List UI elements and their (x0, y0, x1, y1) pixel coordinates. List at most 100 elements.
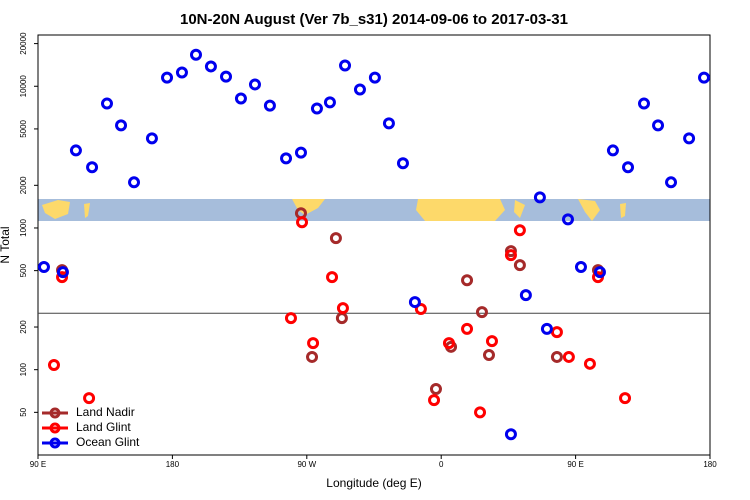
point (175, 66, 188, 79)
y-tick-label: 500 (19, 263, 28, 277)
land-shape (620, 203, 626, 218)
point (368, 71, 381, 84)
land-shape (42, 200, 70, 219)
legend-marker (49, 407, 61, 419)
x-tick-label: 0 (439, 460, 444, 469)
legend-marker (49, 437, 61, 449)
point (353, 83, 366, 96)
point (698, 71, 711, 84)
ocean-strip (38, 199, 710, 221)
point (622, 161, 635, 174)
x-tick-label: 90 E (567, 460, 583, 469)
point (56, 271, 69, 284)
point (482, 348, 495, 361)
chart-title: 10N-20N August (Ver 7b_s31) 2014-09-06 t… (180, 11, 568, 28)
point (128, 176, 141, 189)
point (652, 119, 665, 132)
y-tick-label: 5000 (19, 119, 28, 137)
point (284, 312, 297, 325)
point (504, 428, 517, 441)
point (408, 296, 421, 309)
land-shape (416, 199, 505, 221)
point (583, 357, 596, 370)
point (637, 97, 650, 110)
point (115, 119, 128, 132)
point (296, 216, 309, 229)
y-tick-label: 1000 (19, 219, 28, 237)
point (540, 322, 553, 335)
point (485, 335, 498, 348)
point (461, 322, 474, 335)
point (37, 261, 50, 274)
point (429, 383, 442, 396)
map-strip (38, 199, 710, 221)
y-axis-label: N Total (0, 226, 12, 263)
point (307, 337, 320, 350)
x-tick-label: 180 (166, 460, 180, 469)
point (323, 96, 336, 109)
point (56, 266, 69, 279)
point (474, 406, 487, 419)
point (533, 191, 546, 204)
point (161, 71, 174, 84)
land-shape (514, 200, 525, 218)
y-tick-label: 100 (19, 362, 28, 376)
point (294, 146, 307, 159)
point (145, 132, 158, 145)
legend-marker (49, 422, 61, 434)
point (574, 261, 587, 274)
point (562, 350, 575, 363)
point (263, 99, 276, 112)
point (220, 70, 233, 83)
point (665, 176, 678, 189)
point (382, 117, 395, 130)
point (396, 157, 409, 170)
legend-label: Land Nadir (76, 405, 135, 419)
point (550, 326, 563, 339)
point (339, 59, 352, 72)
legend-label: Ocean Glint (76, 435, 140, 449)
point (414, 303, 427, 316)
point (606, 144, 619, 157)
y-tick-label: 200 (19, 320, 28, 334)
point (593, 266, 606, 279)
land-shape (292, 199, 325, 215)
point (513, 259, 526, 272)
point (248, 78, 261, 91)
point (335, 312, 348, 325)
point (69, 144, 82, 157)
point (326, 271, 339, 284)
point (83, 392, 96, 405)
y-tick-label: 2000 (19, 176, 28, 194)
point (47, 358, 60, 371)
point (306, 350, 319, 363)
point (475, 306, 488, 319)
legend-label: Land Glint (76, 420, 131, 434)
point (561, 213, 574, 226)
point (86, 161, 99, 174)
point (683, 132, 696, 145)
point (504, 245, 517, 258)
point (329, 232, 342, 245)
x-tick-label: 90 E (30, 460, 46, 469)
point (519, 289, 532, 302)
point (428, 394, 441, 407)
x-tick-label: 180 (703, 460, 717, 469)
y-tick-label: 50 (19, 407, 28, 416)
point (310, 102, 323, 115)
point (336, 302, 349, 315)
point (100, 97, 113, 110)
point (619, 392, 632, 405)
x-tick-label: 90 W (297, 460, 316, 469)
plot-frame (37, 34, 711, 456)
land-shape (578, 199, 600, 221)
point (442, 337, 455, 350)
point (513, 224, 526, 237)
point (504, 249, 517, 262)
point (280, 152, 293, 165)
point (234, 92, 247, 105)
point (461, 274, 474, 287)
y-tick-label: 20000 (19, 32, 28, 55)
point (204, 60, 217, 73)
